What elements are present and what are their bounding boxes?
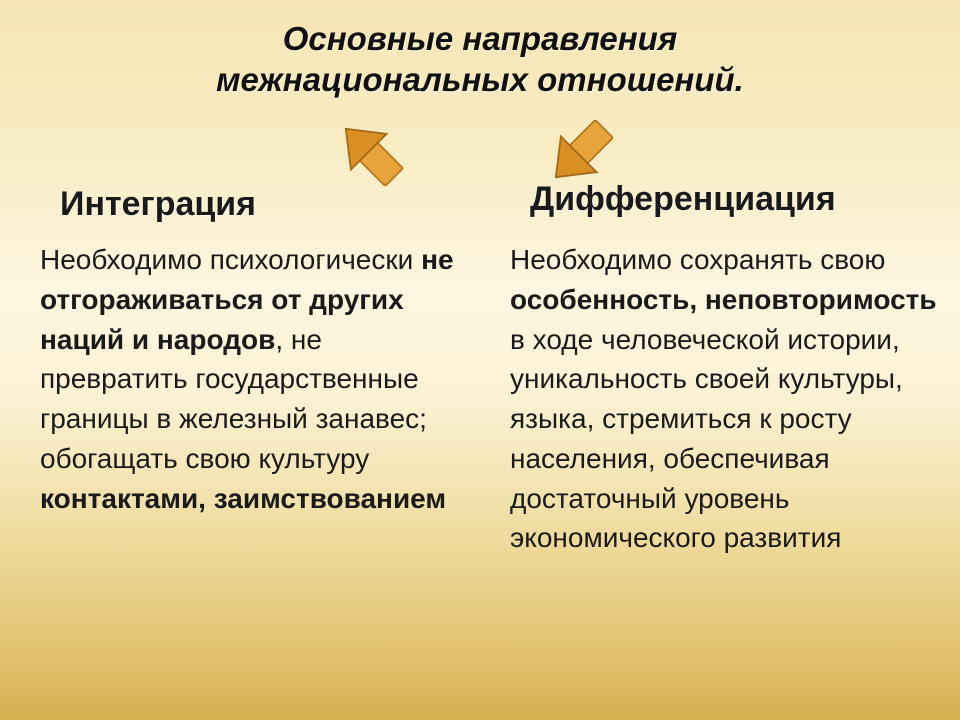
heading-differentiation: Дифференциация (530, 180, 836, 219)
title-line-1: Основные направления (283, 20, 678, 57)
slide: Основные направления межнациональных отн… (0, 0, 960, 720)
body-differentiation: Необходимо сохранять свою особенность, н… (510, 240, 940, 558)
heading-integration: Интеграция (60, 185, 256, 224)
slide-title: Основные направления межнациональных отн… (0, 18, 960, 101)
arrow-left-g (328, 111, 412, 195)
body-integration: Необходимо психологически не отгораживат… (40, 240, 470, 518)
arrow-left-icon (310, 108, 430, 198)
title-line-2: межнациональных отношений. (216, 61, 744, 98)
